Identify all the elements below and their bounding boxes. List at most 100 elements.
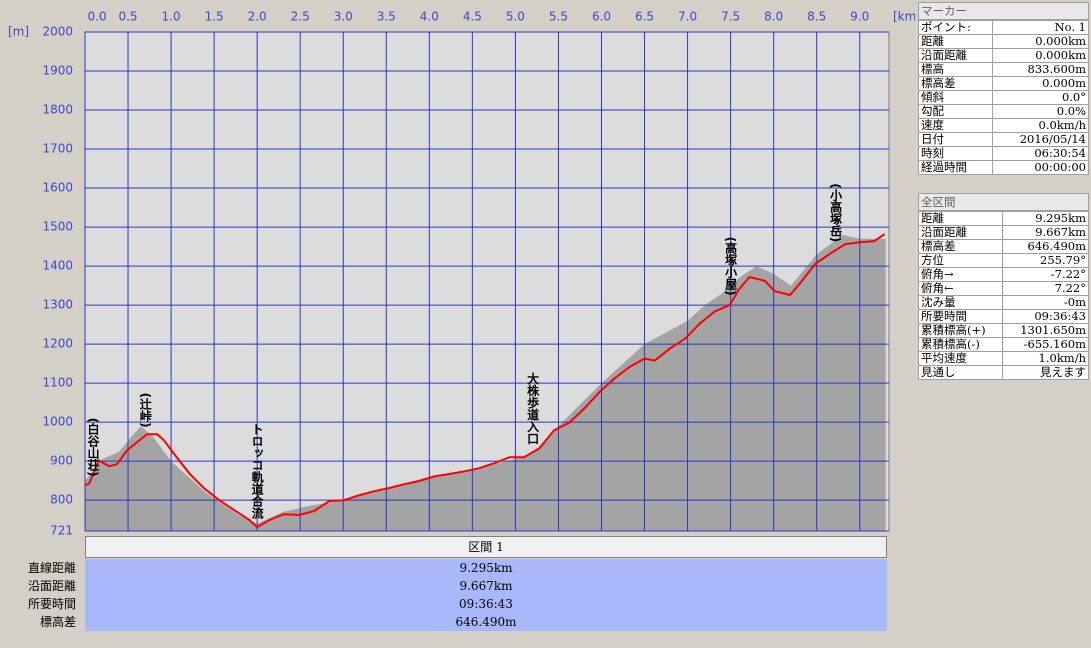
- x-tick-label: 0.0: [87, 10, 106, 24]
- info-label: 俯角←: [917, 281, 1004, 296]
- info-label: 距離: [918, 34, 993, 49]
- info-value: 646.490m: [1002, 239, 1089, 254]
- info-label: 日付: [918, 132, 993, 147]
- info-label: 所要時間: [917, 309, 1004, 324]
- row-value: 9.295km: [85, 559, 887, 577]
- info-label: 経過時間: [918, 160, 993, 175]
- info-row: 距離 0.000km: [918, 34, 1090, 49]
- info-value: 0.000km: [991, 34, 1090, 49]
- info-row: 俯角← 7.22°: [917, 281, 1089, 296]
- x-tick-label: 6.5: [635, 10, 654, 24]
- x-tick-label: 7.0: [678, 10, 697, 24]
- row-value: 09:36:43: [85, 595, 887, 613]
- x-tick-label: 1.0: [162, 10, 181, 24]
- info-value: 00:00:00: [991, 160, 1090, 175]
- info-row: 標高差 646.490m: [917, 239, 1089, 254]
- marker-table: ポイント: No. 1 距離 0.000km 沿面距離 0.000km 標高 833.600m…: [918, 20, 1090, 175]
- info-row: 所要時間 09:36:43: [917, 309, 1089, 324]
- info-row: 標高 833.600m: [918, 62, 1090, 77]
- info-label: ポイント:: [918, 20, 993, 35]
- waypoint-label: (辻峠): [138, 393, 152, 428]
- info-row: 累積標高(-) -655.160m: [917, 337, 1089, 352]
- info-row: 見通し 見えます: [917, 365, 1089, 380]
- info-value: 255.79°: [1002, 253, 1089, 268]
- info-row: ポイント: No. 1: [918, 20, 1090, 35]
- x-axis-label: [km]: [893, 10, 915, 24]
- x-tick-label: 8.0: [764, 10, 783, 24]
- total-table: 距離 9.295km 沿面距離 9.667km 標高差 646.490m 方位 255.79°…: [917, 211, 1089, 380]
- y-tick-label: 721: [50, 524, 73, 536]
- info-value: 0.0km/h: [991, 118, 1090, 133]
- info-row: 方位 255.79°: [917, 253, 1089, 268]
- section-row: 所要時間 09:36:43: [0, 595, 888, 613]
- info-label: 標高差: [918, 76, 993, 91]
- info-label: 時刻: [918, 146, 993, 161]
- section-row: 沿面距離 9.667km: [0, 577, 888, 595]
- row-label: 標高差: [39, 615, 76, 629]
- y-tick-label: 800: [50, 493, 73, 507]
- section-row: 直線距離 9.295km: [0, 559, 888, 577]
- info-row: 距離 9.295km: [917, 211, 1089, 226]
- info-label: 距離: [917, 211, 1004, 226]
- info-label: 沈み量: [917, 295, 1004, 310]
- section-header: 区間 1: [85, 536, 887, 558]
- y-tick-label: 1800: [42, 103, 73, 117]
- y-tick-label: 1000: [42, 415, 73, 429]
- info-value: 0.0%: [991, 104, 1090, 119]
- info-label: 勾配: [918, 104, 993, 119]
- panel-title: 全区間: [918, 193, 1089, 211]
- info-row: 標高差 0.000m: [918, 76, 1090, 91]
- info-value: -655.160m: [1002, 337, 1089, 352]
- info-value: 09:36:43: [1002, 309, 1089, 324]
- x-tick-label: 6.0: [592, 10, 611, 24]
- y-tick-label: 1700: [42, 142, 73, 156]
- waypoint-label: 大株歩道入口: [526, 371, 540, 445]
- info-value: 1301.650m: [1002, 323, 1089, 338]
- info-row: 累積標高(+) 1301.650m: [917, 323, 1089, 338]
- x-tick-label: 7.5: [721, 10, 740, 24]
- info-label: 速度: [918, 118, 993, 133]
- info-value: 2016/05/14: [991, 132, 1090, 147]
- x-tick-label: 4.0: [420, 10, 439, 24]
- x-tick-label: 3.0: [334, 10, 353, 24]
- info-label: 累積標高(+): [917, 323, 1004, 338]
- row-label: 沿面距離: [27, 579, 76, 593]
- x-tick-label: 1.5: [205, 10, 224, 24]
- info-label: 平均速度: [917, 351, 1004, 366]
- marker-panel: マーカー ポイント: No. 1 距離 0.000km 沿面距離 0.000km 標高 833…: [918, 2, 1090, 175]
- info-row: 俯角→ -7.22°: [917, 267, 1089, 282]
- info-label: 標高: [918, 62, 993, 77]
- profile-chart: [m] [km] 721 800 900 1000 1100 1200 1300 1400 15…: [8, 10, 915, 536]
- waypoint-label: トロッコ軌道合流: [250, 423, 264, 520]
- info-label: 沿面距離: [918, 48, 993, 63]
- info-label: 俯角→: [917, 267, 1004, 282]
- info-value: 7.22°: [1002, 281, 1089, 296]
- info-label: 傾斜: [918, 90, 993, 105]
- y-tick-label: 2000: [42, 25, 73, 39]
- info-value: 0.000m: [991, 76, 1090, 91]
- y-tick-label: 1900: [42, 64, 73, 78]
- info-value: 06:30:54: [991, 146, 1090, 161]
- info-row: 勾配 0.0%: [918, 104, 1090, 119]
- info-label: 方位: [917, 253, 1004, 268]
- row-value: 9.667km: [85, 577, 887, 595]
- info-row: 経過時間 00:00:00: [918, 160, 1090, 175]
- info-value: 833.600m: [991, 62, 1090, 77]
- row-label: 所要時間: [27, 597, 76, 611]
- y-tick-label: 900: [50, 454, 73, 468]
- x-tick-label: 5.0: [506, 10, 525, 24]
- info-value: No. 1: [991, 20, 1090, 35]
- info-row: 沈み量 -0m: [917, 295, 1089, 310]
- info-value: -0m: [1002, 295, 1089, 310]
- info-row: 速度 0.0km/h: [918, 118, 1090, 133]
- info-row: 時刻 06:30:54: [918, 146, 1090, 161]
- info-value: -7.22°: [1002, 267, 1089, 282]
- y-tick-label: 1100: [42, 376, 73, 390]
- info-value: 9.295km: [1002, 211, 1089, 226]
- waypoint-label: (高塚小屋): [724, 237, 738, 296]
- info-label: 標高差: [917, 239, 1004, 254]
- info-row: 傾斜 0.0°: [918, 90, 1090, 105]
- x-tick-label: 0.5: [118, 10, 137, 24]
- section-row: 標高差 646.490m: [0, 613, 888, 631]
